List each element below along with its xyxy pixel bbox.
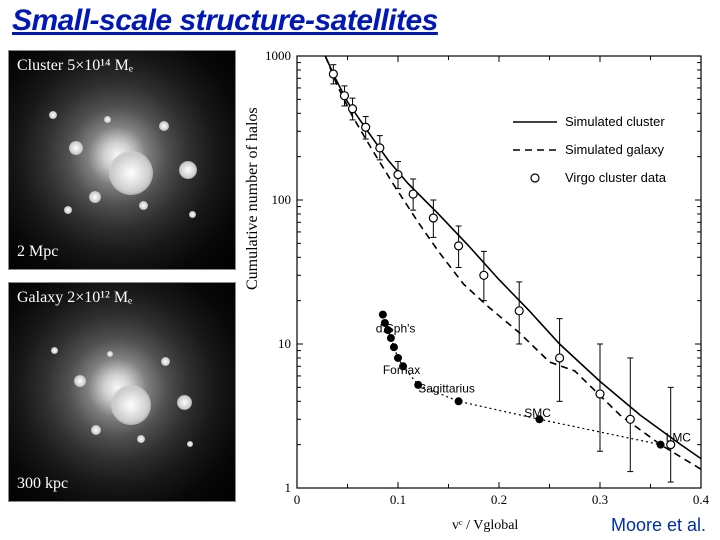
svg-text:Sagittarius: Sagittarius — [418, 382, 475, 396]
svg-text:0.3: 0.3 — [592, 492, 608, 507]
svg-text:0: 0 — [294, 492, 301, 507]
svg-text:LMC: LMC — [666, 431, 692, 445]
svg-text:0.4: 0.4 — [693, 492, 710, 507]
galaxy-label: Galaxy 2×10¹² Mₑ — [17, 289, 132, 307]
svg-text:Virgo cluster data: Virgo cluster data — [565, 170, 667, 185]
halo-count-chart: 0 0.1 0.2 0.3 0.4 1 10 100 1000 Simulated cluster… — [253, 46, 713, 516]
galaxy-sim-image: Galaxy 2×10¹² Mₑ 300 kpc — [8, 282, 236, 502]
svg-text:0.1: 0.1 — [390, 492, 406, 507]
svg-text:Simulated cluster: Simulated cluster — [565, 114, 665, 129]
svg-text:1000: 1000 — [265, 48, 291, 63]
slide-title: Small-scale structure-satellites — [12, 4, 438, 38]
svg-text:SMC: SMC — [524, 406, 551, 420]
svg-text:1: 1 — [285, 480, 292, 495]
x-axis-label: vᶜ / Vglobal — [452, 518, 518, 534]
svg-text:d.Sph's: d.Sph's — [376, 322, 416, 336]
svg-text:0.2: 0.2 — [491, 492, 507, 507]
cluster-scale: 2 Mpc — [17, 243, 58, 261]
citation: Moore et al. — [607, 515, 710, 536]
simulation-images-panel: Cluster 5×10¹⁴ Mₑ 2 Mpc Galaxy 2×10¹² Mₑ… — [8, 50, 236, 502]
svg-text:100: 100 — [272, 192, 292, 207]
cluster-label: Cluster 5×10¹⁴ Mₑ — [17, 57, 133, 75]
galaxy-scale: 300 kpc — [17, 475, 68, 493]
cluster-sim-image: Cluster 5×10¹⁴ Mₑ 2 Mpc — [8, 50, 236, 270]
svg-text:Simulated galaxy: Simulated galaxy — [565, 142, 664, 157]
svg-text:Fornax: Fornax — [383, 363, 420, 377]
svg-text:10: 10 — [278, 336, 291, 351]
